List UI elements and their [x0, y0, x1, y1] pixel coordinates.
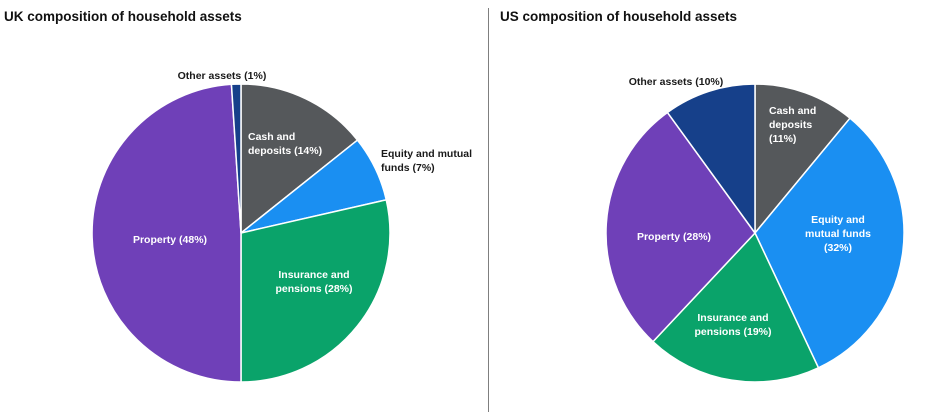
us-slice-equity-and-mutual-funds — [754, 117, 905, 369]
us-label-other-assets-line: Other assets (10%) — [629, 76, 724, 88]
uk-chart-title: UK composition of household assets — [4, 9, 242, 24]
uk-label-cash-and-deposits-line: deposits (14%) — [248, 145, 322, 157]
uk-label-equity-and-mutual-funds: Equity and mutual funds (7%) — [381, 148, 472, 174]
us-label-cash-and-deposits-line: Cash and — [769, 105, 816, 117]
us-label-property-line: Property (28%) — [637, 231, 711, 243]
uk-slice-insurance-and-pensions — [240, 199, 391, 383]
uk-label-insurance-and-pensions: Insurance and pensions (28%) — [275, 269, 352, 295]
us-slice-other-assets — [666, 83, 756, 234]
us-label-cash-and-deposits-line: deposits — [769, 119, 812, 131]
us-label-equity-and-mutual-funds: Equity and mutual funds (32%) — [805, 214, 871, 254]
uk-label-property-line: Property (48%) — [133, 234, 207, 246]
uk-label-equity-and-mutual-funds-line: funds (7%) — [381, 162, 435, 174]
us-slice-cash-and-deposits — [754, 83, 851, 234]
us-label-other-assets: Other assets (10%) — [629, 76, 724, 88]
uk-slice-cash-and-deposits — [240, 83, 359, 234]
us-label-insurance-and-pensions-line: Insurance and — [697, 312, 768, 324]
us-label-cash-and-deposits-line: (11%) — [769, 133, 796, 145]
us-label-equity-and-mutual-funds-line: (32%) — [824, 242, 852, 254]
us-chart-title: US composition of household assets — [500, 9, 738, 24]
chart-divider — [488, 8, 489, 412]
uk-label-insurance-and-pensions-line: pensions (28%) — [275, 283, 352, 295]
uk-label-other-assets-line: Other assets (1%) — [178, 70, 267, 82]
uk-slice-property — [91, 83, 242, 383]
uk-label-property: Property (48%) — [133, 234, 207, 246]
uk-label-cash-and-deposits-line: Cash and — [248, 131, 295, 143]
us-label-insurance-and-pensions: Insurance and pensions (19%) — [694, 312, 771, 338]
us-slice-property — [605, 111, 756, 343]
us-label-equity-and-mutual-funds-line: Equity and — [811, 214, 865, 226]
uk-label-insurance-and-pensions-line: Insurance and — [278, 269, 349, 281]
us-slice-insurance-and-pensions — [652, 232, 820, 383]
uk-label-equity-and-mutual-funds-line: Equity and mutual — [381, 148, 472, 160]
uk-label-cash-and-deposits: Cash and deposits (14%) — [248, 131, 322, 157]
us-label-property: Property (28%) — [637, 231, 711, 243]
us-label-cash-and-deposits: Cash and deposits (11%) — [769, 105, 816, 145]
us-label-equity-and-mutual-funds-line: mutual funds — [805, 228, 871, 240]
uk-label-other-assets: Other assets (1%) — [178, 70, 267, 82]
us-label-insurance-and-pensions-line: pensions (19%) — [694, 326, 771, 338]
uk-slice-other-assets — [230, 83, 242, 234]
